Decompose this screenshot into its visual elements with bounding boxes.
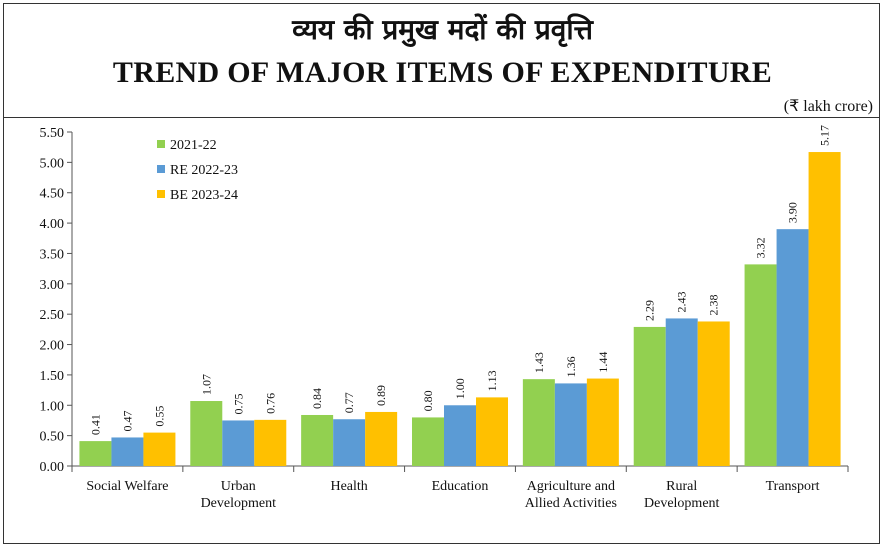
y-tick-label: 2.00 [40,339,65,354]
y-tick-label: 0.50 [40,430,65,445]
x-category-label: Transport [766,479,820,494]
x-category-label: Agriculture and [527,479,615,494]
legend-label: RE 2022-23 [170,163,238,178]
bar-value-label: 0.77 [342,392,356,413]
y-tick-label: 5.50 [40,126,65,141]
y-tick-label: 3.00 [40,278,65,293]
bar [412,417,444,466]
bar-value-label: 2.43 [675,291,689,312]
bar [476,397,508,466]
bar-value-label: 1.07 [199,374,213,395]
bar [254,419,287,466]
bar [633,326,666,466]
bar-value-label: 0.75 [231,393,245,414]
bar [586,378,619,466]
bar [776,229,809,466]
x-category-label: Urban [221,479,256,494]
x-category-label: Health [330,479,367,494]
bar [333,419,366,466]
x-category-label: Allied Activities [525,496,617,511]
bar [744,264,777,466]
bar-value-label: 1.44 [596,352,610,373]
x-category-label: Rural [666,479,697,494]
chart-title-hindi: व्यय की प्रमुख मदों की प्रवृत्ति [292,13,593,46]
bar [79,441,112,466]
bar-value-label: 0.84 [310,388,324,409]
y-tick-label: 4.00 [40,217,65,232]
y-tick-label: 2.50 [40,308,65,323]
bar-value-label: 1.00 [453,378,467,399]
x-category-label: Development [644,496,720,511]
bar [554,383,587,466]
bar [301,414,334,466]
bar-value-label: 5.17 [818,125,832,146]
bar [143,432,176,466]
y-tick-label: 5.00 [40,156,65,171]
x-category-label: Social Welfare [86,479,168,494]
bar-value-label: 0.55 [152,406,166,427]
legend-label: BE 2023-24 [170,188,238,203]
chart-title-english: TREND OF MAJOR ITEMS OF EXPENDITURE [112,56,773,89]
x-category-label: Education [432,479,489,494]
y-tick-label: 0.00 [40,460,65,475]
bar [697,321,730,466]
x-category-label: Development [201,496,277,511]
bar-value-label: 1.36 [564,356,578,377]
title-separator [3,117,880,118]
bar-value-label: 2.38 [707,294,721,315]
bar [808,152,841,467]
bar-value-label: 1.43 [532,352,546,373]
chart-legend: 2021-22 RE 2022-23 BE 2023-24 [157,138,238,203]
bar-value-label: 2.29 [643,300,657,321]
bar-value-label: 3.90 [786,202,800,223]
bar [522,379,555,466]
y-tick-label: 3.50 [40,247,65,262]
bar [222,420,255,466]
bar-value-label: 0.47 [120,410,134,431]
chart-bars: 0.41 0.47 0.55 1.07 0.75 0.76 0.84 0.77 0.89 0.80… [79,125,841,467]
y-tick-label: 1.50 [40,369,65,384]
legend-swatch [157,140,165,148]
bar-value-label: 0.80 [421,390,435,411]
bar [665,318,698,466]
bar [444,405,476,466]
legend-swatch [157,190,165,198]
legend-label: 2021-22 [170,138,217,153]
y-tick-label: 4.50 [40,187,65,202]
bar [365,411,398,466]
unit-label: (₹ lakh crore) [783,98,873,115]
bar-value-label: 1.13 [485,370,499,391]
bar [111,437,144,466]
bar-value-label: 0.76 [263,393,277,414]
y-tick-label: 1.00 [40,399,65,414]
bar-value-label: 0.41 [88,414,102,435]
bar [190,401,223,466]
bar-value-label: 3.32 [754,237,768,258]
legend-swatch [157,165,165,173]
bar-value-label: 0.89 [374,385,388,406]
